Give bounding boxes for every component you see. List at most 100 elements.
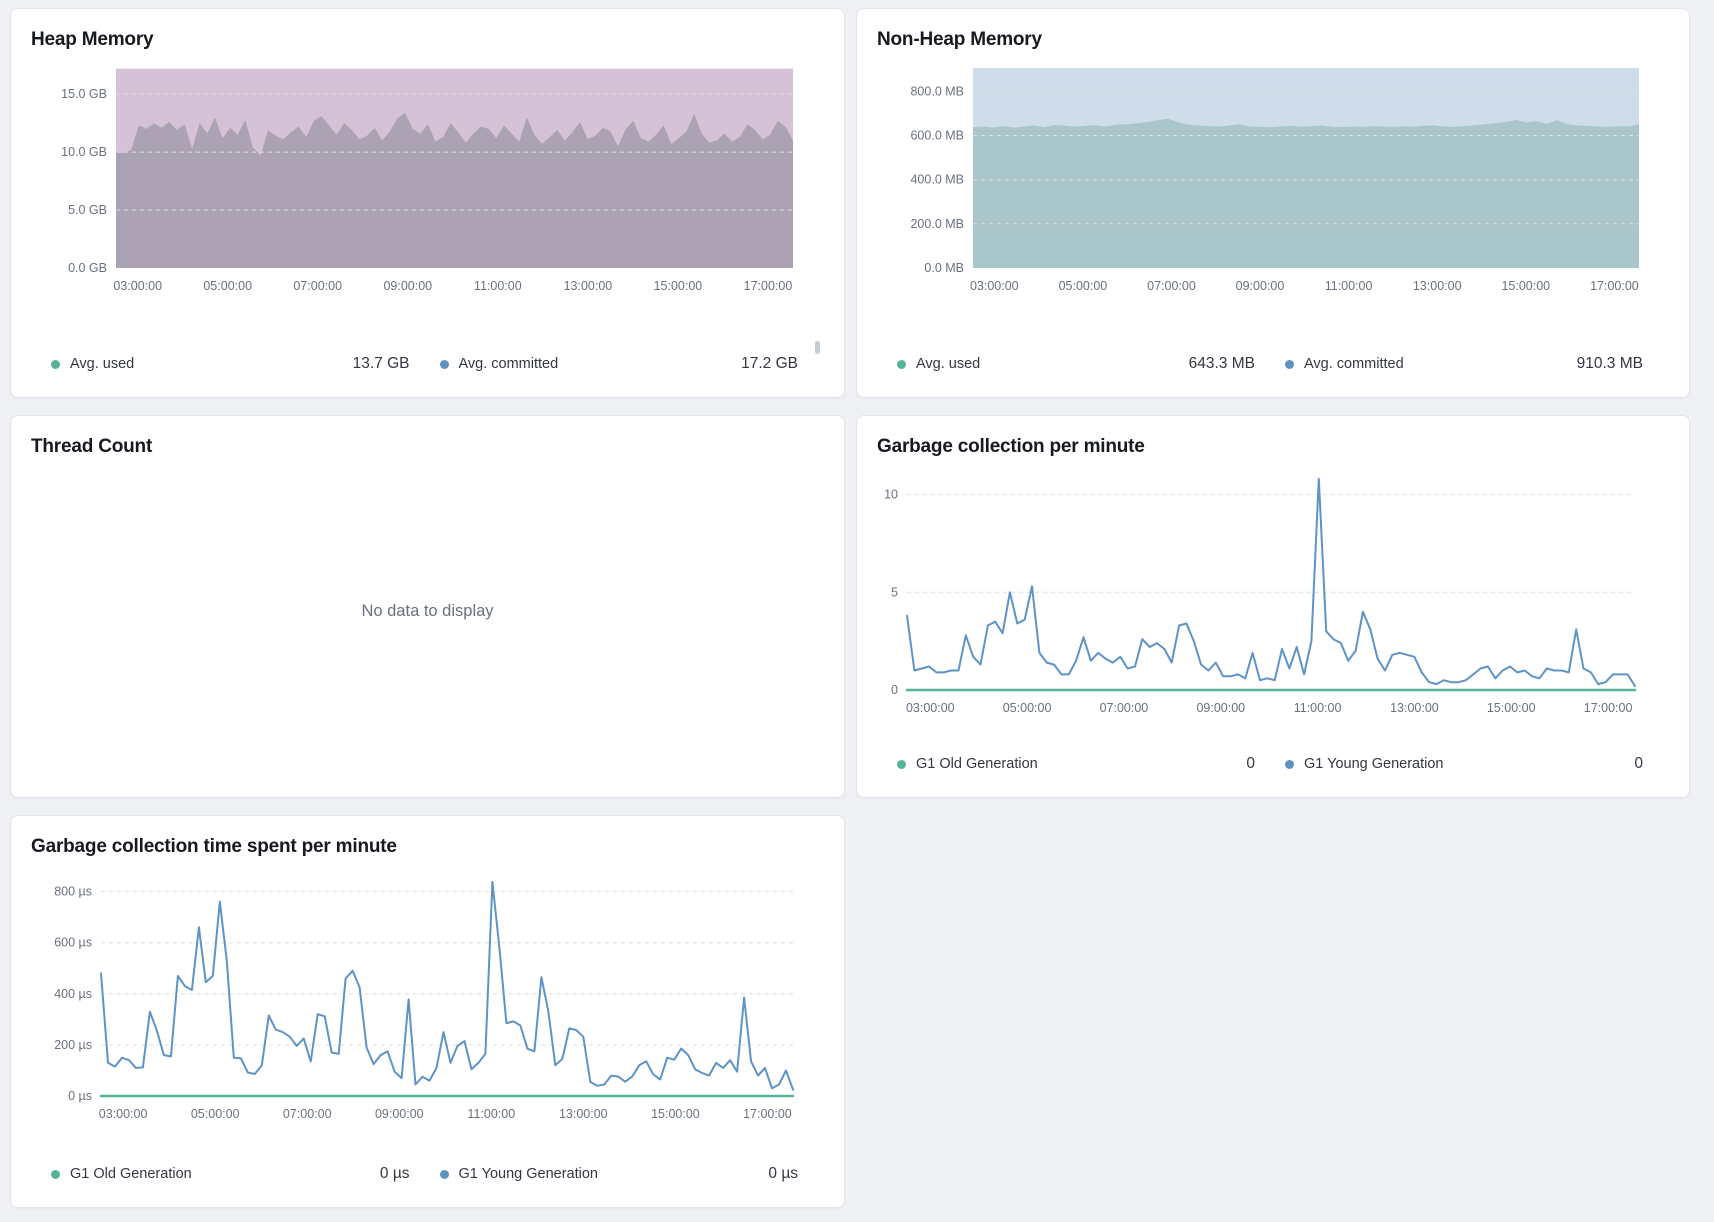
svg-text:11:00:00: 11:00:00 xyxy=(467,1107,515,1121)
svg-text:15:00:00: 15:00:00 xyxy=(1487,701,1536,715)
legend-item-avg-used[interactable]: Avg. used 643.3 MB xyxy=(897,355,1255,373)
svg-text:10.0 GB: 10.0 GB xyxy=(61,145,107,159)
legend-item-g1-young[interactable]: G1 Young Generation 0 xyxy=(1285,755,1643,773)
legend-value: 0 xyxy=(1246,755,1255,772)
svg-text:17:00:00: 17:00:00 xyxy=(1584,701,1633,715)
legend-label: Avg. committed xyxy=(458,356,559,372)
series-dot-blue xyxy=(1285,759,1294,769)
svg-text:03:00:00: 03:00:00 xyxy=(906,701,955,715)
svg-text:15:00:00: 15:00:00 xyxy=(1501,279,1550,293)
legend-value: 0 xyxy=(1634,755,1643,772)
svg-text:09:00:00: 09:00:00 xyxy=(1236,279,1285,293)
svg-text:03:00:00: 03:00:00 xyxy=(99,1107,148,1121)
panel-heap-memory: Heap Memory 0.0 GB 5.0 GB 10.0 GB 15.0 GB 03… xyxy=(10,8,845,398)
heap-memory-legend: Avg. used 13.7 GB Avg. committed 17.2 GB xyxy=(31,341,824,373)
svg-text:03:00:00: 03:00:00 xyxy=(970,279,1019,293)
thread-count-title: Thread Count xyxy=(31,436,153,457)
panel-non-heap-memory: Non-Heap Memory 0.0 MB 200.0 MB 400.0 MB 60… xyxy=(856,8,1690,398)
svg-text:07:00:00: 07:00:00 xyxy=(1100,701,1149,715)
series-dot-blue xyxy=(439,359,449,369)
legend-value: 0 µs xyxy=(379,1165,410,1182)
series-dot-green xyxy=(897,359,906,369)
svg-text:11:00:00: 11:00:00 xyxy=(474,279,522,293)
svg-text:13:00:00: 13:00:00 xyxy=(564,279,613,293)
legend-scrollbar-thumb[interactable] xyxy=(815,341,820,354)
svg-text:600 µs: 600 µs xyxy=(54,935,92,949)
svg-text:13:00:00: 13:00:00 xyxy=(559,1107,608,1121)
svg-text:400.0 MB: 400.0 MB xyxy=(910,172,964,186)
legend-label: G1 Young Generation xyxy=(1304,756,1444,772)
non-heap-memory-area-chart[interactable]: 0.0 MB 200.0 MB 400.0 MB 600.0 MB 800.0 MB 03… xyxy=(877,67,1669,298)
non-heap-memory-legend: Avg. used 643.3 MB Avg. committed 910.3 … xyxy=(877,355,1669,373)
svg-text:09:00:00: 09:00:00 xyxy=(1196,701,1245,715)
gc-per-minute-legend: G1 Old Generation 0 G1 Young Generation … xyxy=(877,755,1669,773)
svg-text:200 µs: 200 µs xyxy=(54,1037,92,1051)
legend-label: Avg. used xyxy=(916,356,981,372)
legend-label: Avg. used xyxy=(70,356,135,372)
legend-value: 643.3 MB xyxy=(1188,355,1255,372)
svg-text:09:00:00: 09:00:00 xyxy=(375,1107,424,1121)
svg-text:13:00:00: 13:00:00 xyxy=(1413,279,1462,293)
legend-item-g1-old[interactable]: G1 Old Generation 0 xyxy=(897,755,1255,773)
svg-text:400 µs: 400 µs xyxy=(54,986,92,1000)
series-dot-green xyxy=(51,359,60,369)
svg-text:5.0 GB: 5.0 GB xyxy=(68,203,107,217)
legend-item-avg-committed[interactable]: Avg. committed 17.2 GB xyxy=(439,355,798,373)
svg-text:09:00:00: 09:00:00 xyxy=(383,279,432,293)
legend-label: Avg. committed xyxy=(1304,356,1404,372)
svg-text:10: 10 xyxy=(884,487,898,501)
svg-text:5: 5 xyxy=(891,585,898,599)
svg-text:11:00:00: 11:00:00 xyxy=(1325,279,1373,293)
legend-label: G1 Old Generation xyxy=(70,1166,192,1182)
svg-text:200.0 MB: 200.0 MB xyxy=(910,216,964,230)
svg-text:05:00:00: 05:00:00 xyxy=(1003,701,1052,715)
gc-time-per-minute-title: Garbage collection time spent per minute xyxy=(31,836,397,857)
svg-text:15.0 GB: 15.0 GB xyxy=(61,87,107,101)
gc-per-minute-chart[interactable]: 0 5 10 03:00:00 05:00:00 07:00:00 09:00:00 11:0… xyxy=(877,475,1669,720)
panel-thread-count: Thread Count No data to display xyxy=(10,415,845,798)
legend-item-avg-committed[interactable]: Avg. committed 910.3 MB xyxy=(1285,355,1643,373)
svg-text:05:00:00: 05:00:00 xyxy=(1059,279,1108,293)
svg-text:07:00:00: 07:00:00 xyxy=(283,1107,332,1121)
legend-label: G1 Old Generation xyxy=(916,756,1038,772)
svg-text:600.0 MB: 600.0 MB xyxy=(910,128,964,142)
svg-text:17:00:00: 17:00:00 xyxy=(743,1107,792,1121)
svg-text:11:00:00: 11:00:00 xyxy=(1294,701,1342,715)
heap-memory-area-chart[interactable]: 0.0 GB 5.0 GB 10.0 GB 15.0 GB 03:00:00 05:00:… xyxy=(31,68,824,298)
svg-text:05:00:00: 05:00:00 xyxy=(203,279,252,293)
gc-per-minute-title: Garbage collection per minute xyxy=(877,436,1145,457)
svg-text:15:00:00: 15:00:00 xyxy=(654,279,703,293)
series-dot-green xyxy=(897,759,906,769)
svg-text:13:00:00: 13:00:00 xyxy=(1390,701,1439,715)
legend-item-avg-used[interactable]: Avg. used 13.7 GB xyxy=(51,355,410,373)
legend-item-g1-old[interactable]: G1 Old Generation 0 µs xyxy=(51,1165,410,1183)
series-dot-green xyxy=(51,1169,60,1179)
svg-text:800 µs: 800 µs xyxy=(54,884,92,898)
non-heap-memory-title: Non-Heap Memory xyxy=(877,29,1042,50)
heap-memory-chart[interactable]: 0.0 GB 5.0 GB 10.0 GB 15.0 GB 03:00:00 05:00:… xyxy=(31,68,824,298)
svg-text:05:00:00: 05:00:00 xyxy=(191,1107,240,1121)
gc-time-per-minute-chart[interactable]: 0 µs 200 µs 400 µs 600 µs 800 µs 03:00:00 05:0… xyxy=(31,875,824,1126)
svg-text:03:00:00: 03:00:00 xyxy=(113,279,162,293)
heap-memory-title: Heap Memory xyxy=(31,29,154,50)
non-heap-memory-chart[interactable]: 0.0 MB 200.0 MB 400.0 MB 600.0 MB 800.0 MB 03… xyxy=(877,67,1669,298)
series-dot-blue xyxy=(439,1169,449,1179)
legend-value: 17.2 GB xyxy=(741,355,798,372)
panel-gc-per-minute: Garbage collection per minute 0 5 10 03:00:… xyxy=(856,415,1690,798)
legend-value: 910.3 MB xyxy=(1576,355,1643,372)
gc-per-minute-line-chart[interactable]: 0 5 10 03:00:00 05:00:00 07:00:00 09:00:00 11:0… xyxy=(877,475,1669,720)
svg-text:0: 0 xyxy=(891,683,898,697)
legend-item-g1-young[interactable]: G1 Young Generation 0 µs xyxy=(439,1165,798,1183)
svg-text:17:00:00: 17:00:00 xyxy=(744,279,793,293)
svg-text:0 µs: 0 µs xyxy=(68,1089,92,1103)
svg-text:0.0 GB: 0.0 GB xyxy=(68,261,107,275)
legend-label: G1 Young Generation xyxy=(458,1166,598,1182)
svg-text:07:00:00: 07:00:00 xyxy=(293,279,342,293)
svg-text:07:00:00: 07:00:00 xyxy=(1147,279,1196,293)
svg-text:0.0 MB: 0.0 MB xyxy=(924,261,964,275)
panel-gc-time-per-minute: Garbage collection time spent per minute… xyxy=(10,815,845,1208)
gc-time-per-minute-line-chart[interactable]: 0 µs 200 µs 400 µs 600 µs 800 µs 03:00:00 05:0… xyxy=(31,875,824,1126)
svg-text:17:00:00: 17:00:00 xyxy=(1590,279,1639,293)
gc-time-per-minute-legend: G1 Old Generation 0 µs G1 Young Generati… xyxy=(31,1165,824,1183)
